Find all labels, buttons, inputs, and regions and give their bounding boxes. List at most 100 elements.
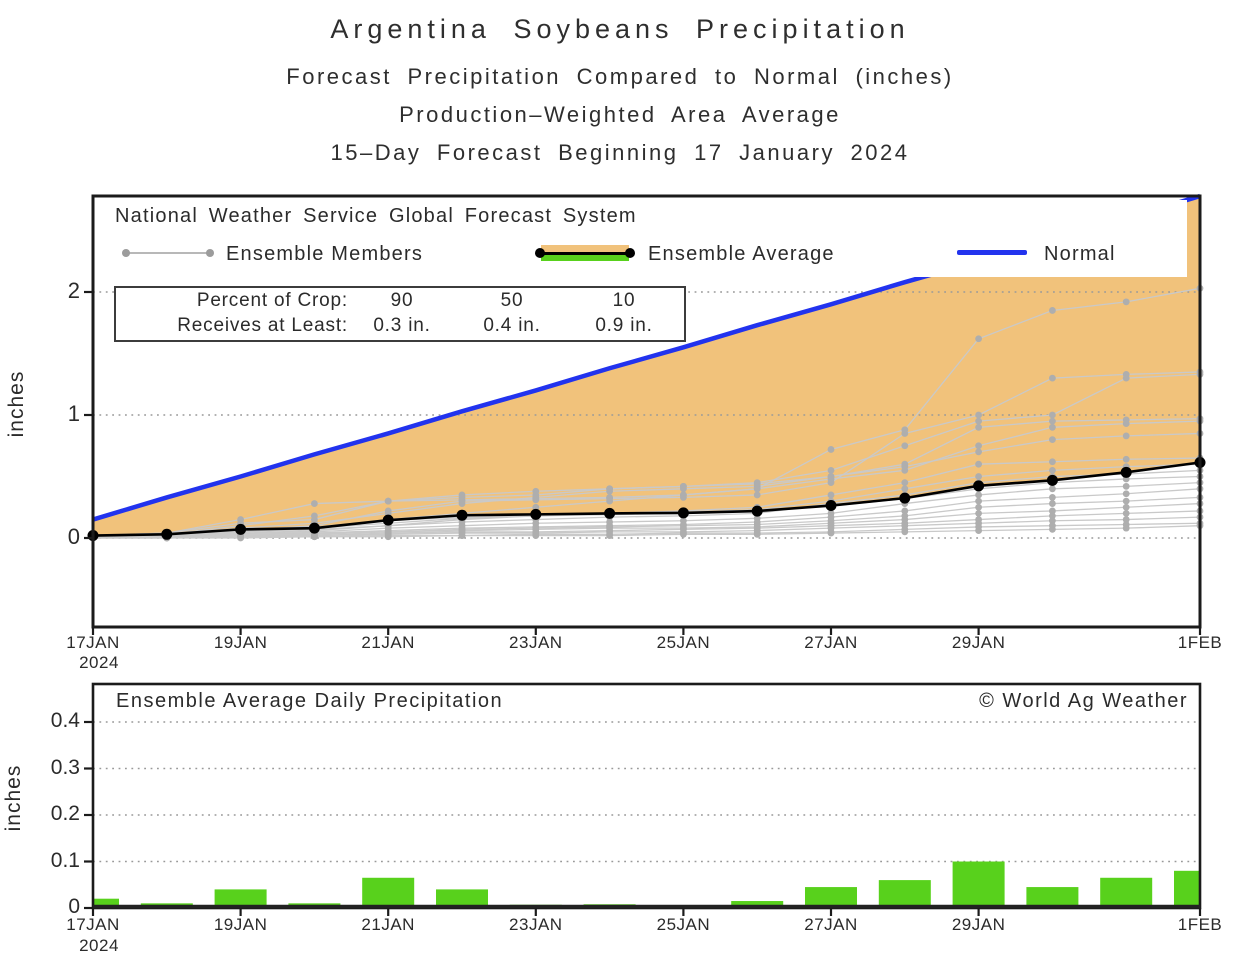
- ensemble-member-dot: [1123, 490, 1130, 497]
- top-x-tick-label-29JAN: 29JAN: [937, 633, 1021, 653]
- ensemble-average-dot: [235, 524, 246, 535]
- ensemble-member-dot: [311, 500, 318, 507]
- ensemble-member-dot: [1123, 420, 1130, 427]
- top-y-tick-label-2: 2: [36, 278, 80, 304]
- daily-precip-bar-30JAN: [1026, 887, 1078, 906]
- ensemble-average-dot: [1047, 475, 1058, 486]
- top-y-tick-label-1: 1: [36, 401, 80, 427]
- copyright-credit: © World Ag Weather: [893, 690, 1188, 713]
- ensemble-member-dot: [311, 533, 318, 540]
- ensemble-member-dot: [680, 492, 687, 499]
- ensemble-member-dot: [901, 442, 908, 449]
- black-dot-icon: [535, 248, 545, 258]
- ensemble-member-dot: [680, 531, 687, 538]
- ensemble-member-dot: [606, 498, 613, 505]
- ensemble-member-dot: [754, 480, 761, 487]
- ensemble-member-dot: [975, 492, 982, 499]
- ensemble-member-dot: [975, 335, 982, 342]
- daily-precip-bar-31JAN: [1100, 878, 1152, 906]
- ensemble-member-dot: [532, 532, 539, 539]
- percent-of-crop-box: Percent of Crop: 90 50 10 Receives at Le…: [114, 286, 686, 342]
- ensemble-member-dot: [1123, 298, 1130, 305]
- ensemble-member-dot: [975, 412, 982, 419]
- legend-label-normal: Normal: [1044, 243, 1116, 266]
- daily-precip-bar-21JAN: [362, 878, 414, 906]
- top-x-year-label: 2024: [57, 653, 141, 673]
- legend-label-ensemble-members: Ensemble Members: [226, 243, 423, 266]
- daily-precip-bar-19JAN: [215, 889, 267, 906]
- ensemble-average-dot: [678, 507, 689, 518]
- bottom-x-tick-label-25JAN: 25JAN: [641, 915, 725, 935]
- ensemble-member-dot: [901, 528, 908, 535]
- top-y-tick-label-0: 0: [36, 524, 80, 550]
- crop-row2-value-09: 0.9 in.: [568, 314, 680, 338]
- crop-box-row: Receives at Least: 0.3 in. 0.4 in. 0.9 i…: [116, 314, 684, 338]
- ensemble-member-dot: [1123, 433, 1130, 440]
- ensemble-members-swatch-icon: [122, 245, 214, 261]
- ensemble-member-dot: [901, 430, 908, 437]
- ensemble-average-dot: [826, 500, 837, 511]
- bottom-y-tick-label-0.2: 0.2: [30, 802, 80, 826]
- top-x-tick-label-17JAN: 17JAN: [51, 633, 135, 653]
- ensemble-member-dot: [828, 492, 835, 499]
- ensemble-member-dot: [1049, 412, 1056, 419]
- crop-row1-label: Percent of Crop:: [116, 289, 348, 313]
- crop-row2-label: Receives at Least:: [116, 314, 348, 338]
- daily-panel-title: Ensemble Average Daily Precipitation: [116, 690, 503, 713]
- crop-box-row: Percent of Crop: 90 50 10: [116, 289, 684, 313]
- ensemble-average-dot: [457, 510, 468, 521]
- ensemble-average-dot: [1121, 467, 1132, 478]
- ensemble-average-dot: [161, 529, 172, 540]
- black-line-icon: [539, 252, 631, 255]
- ensemble-member-dot: [1049, 436, 1056, 443]
- ensemble-member-dot: [1049, 500, 1056, 507]
- ensemble-member-dot: [459, 532, 466, 539]
- crop-row1-value-50: 50: [456, 289, 568, 313]
- crop-row2-value-03: 0.3 in.: [348, 314, 456, 338]
- ensemble-member-dot: [606, 485, 613, 492]
- ensemble-average-swatch-icon: [537, 244, 633, 262]
- bottom-x-tick-label-1FEB: 1FEB: [1158, 915, 1240, 935]
- ensemble-member-dot: [459, 492, 466, 499]
- ensemble-member-dot: [680, 483, 687, 490]
- ensemble-member-dot: [459, 500, 466, 507]
- legend-label-ensemble-average: Ensemble Average: [648, 243, 835, 266]
- ensemble-member-dot: [975, 442, 982, 449]
- daily-precip-bar-28JAN: [879, 880, 931, 906]
- ensemble-member-dot: [311, 516, 318, 523]
- daily-precip-bar-29JAN: [953, 862, 1005, 907]
- ensemble-average-dot: [973, 480, 984, 491]
- ensemble-member-dot: [1123, 525, 1130, 532]
- ensemble-member-dot: [975, 504, 982, 511]
- bottom-x-year-label: 2024: [57, 936, 141, 956]
- ensemble-member-dot: [1123, 483, 1130, 490]
- ensemble-member-dot: [975, 424, 982, 431]
- charts-canvas: [0, 0, 1240, 973]
- bottom-x-tick-label-19JAN: 19JAN: [199, 915, 283, 935]
- normal-line-swatch-icon: [957, 250, 1027, 255]
- ensemble-member-dot: [975, 418, 982, 425]
- ensemble-member-dot: [532, 494, 539, 501]
- ensemble-member-dot: [754, 531, 761, 538]
- ensemble-member-dot: [975, 510, 982, 517]
- ensemble-member-dot: [901, 463, 908, 470]
- ensemble-member-dot: [1123, 504, 1130, 511]
- black-dot-icon: [625, 248, 635, 258]
- ensemble-member-dot: [1123, 456, 1130, 463]
- bottom-y-tick-label-0.3: 0.3: [30, 756, 80, 780]
- crop-row1-value-90: 90: [348, 289, 456, 313]
- ensemble-member-dot: [1049, 494, 1056, 501]
- ensemble-member-dot: [1123, 498, 1130, 505]
- bottom-x-tick-label-21JAN: 21JAN: [346, 915, 430, 935]
- ensemble-member-dot: [1049, 458, 1056, 465]
- top-x-tick-label-27JAN: 27JAN: [789, 633, 873, 653]
- ensemble-average-dot: [530, 509, 541, 520]
- ensemble-member-dot: [901, 485, 908, 492]
- ensemble-member-dot: [1049, 375, 1056, 382]
- ensemble-member-dot: [1049, 418, 1056, 425]
- ensemble-member-dot: [901, 479, 908, 486]
- data-source-label: National Weather Service Global Forecast…: [115, 205, 637, 228]
- ensemble-member-dot: [828, 446, 835, 453]
- ensemble-member-dot: [754, 492, 761, 499]
- gray-dot-icon: [122, 249, 130, 257]
